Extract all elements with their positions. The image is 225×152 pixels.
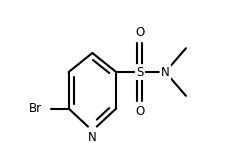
Text: Br: Br <box>28 102 41 115</box>
Text: O: O <box>135 105 144 118</box>
Text: N: N <box>88 131 96 144</box>
Text: S: S <box>136 66 143 79</box>
Text: N: N <box>160 66 169 79</box>
Text: O: O <box>135 26 144 39</box>
